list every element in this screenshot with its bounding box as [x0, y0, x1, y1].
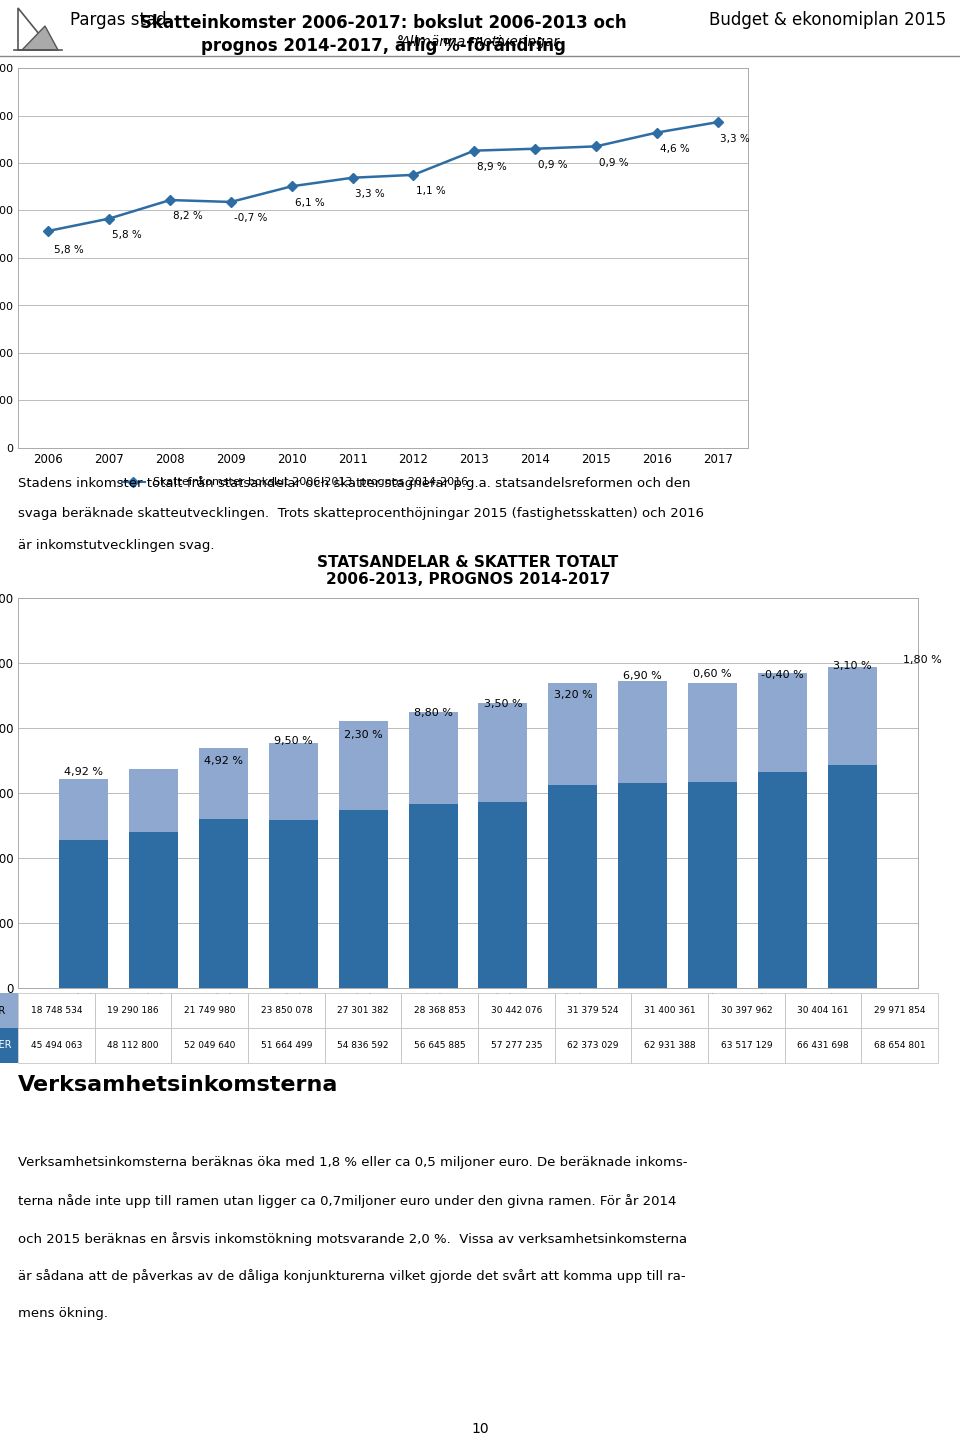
Title: Skatteinkomster 2006-2017: bokslut 2006-2013 och
prognos 2014-2017, årlig %-förä: Skatteinkomster 2006-2017: bokslut 2006-…: [140, 14, 626, 55]
Bar: [828, 667, 877, 765]
Text: och 2015 beräknas en årsvis inkomstökning motsvarande 2,0 %.  Vissa av verksamhe: och 2015 beräknas en årsvis inkomstöknin…: [18, 1232, 687, 1246]
Bar: [548, 683, 597, 786]
Bar: [269, 820, 318, 988]
Bar: [688, 683, 737, 781]
Bar: [129, 832, 178, 988]
Text: 6,1 %: 6,1 %: [295, 198, 324, 208]
Text: 4,6 %: 4,6 %: [660, 144, 689, 155]
Text: Stadens inkomster totalt från statsandelar och skatter stagnerar p.g.a. statsand: Stadens inkomster totalt från statsandel…: [18, 477, 690, 490]
Text: är inkomstutvecklingen svag.: är inkomstutvecklingen svag.: [18, 539, 214, 552]
Bar: [758, 673, 807, 773]
Text: 3,10 %: 3,10 %: [833, 661, 872, 670]
Text: Pargas stad: Pargas stad: [70, 12, 167, 29]
Text: 8,2 %: 8,2 %: [173, 211, 203, 221]
Text: 9,50 %: 9,50 %: [274, 735, 313, 745]
Text: 3,3 %: 3,3 %: [720, 134, 750, 143]
Text: 1,1 %: 1,1 %: [417, 186, 446, 196]
Bar: [478, 703, 527, 801]
Bar: [199, 748, 248, 819]
Text: 10: 10: [471, 1422, 489, 1435]
Text: Budget & ekonomiplan 2015: Budget & ekonomiplan 2015: [708, 12, 946, 29]
Text: mens ökning.: mens ökning.: [18, 1307, 108, 1320]
Bar: [339, 721, 388, 810]
Text: 6,90 %: 6,90 %: [623, 670, 662, 680]
Polygon shape: [22, 26, 58, 51]
Text: 3,3 %: 3,3 %: [355, 189, 385, 199]
Bar: [129, 770, 178, 832]
Text: terna nåde inte upp till ramen utan ligger ca 0,7miljoner euro under den givna r: terna nåde inte upp till ramen utan ligg…: [18, 1194, 677, 1207]
Bar: [409, 804, 458, 988]
Title: STATSANDELAR & SKATTER TOTALT
2006-2013, PROGNOS 2014-2017: STATSANDELAR & SKATTER TOTALT 2006-2013,…: [318, 554, 618, 588]
Text: 3,50 %: 3,50 %: [484, 699, 522, 709]
Text: 0,60 %: 0,60 %: [693, 669, 732, 679]
Bar: [199, 819, 248, 988]
Bar: [828, 765, 877, 988]
Bar: [478, 801, 527, 988]
Text: 1,80 %: 1,80 %: [903, 656, 942, 664]
Legend: Skatteinkomster bokslut 2006-2013, prognos 2014-2016: Skatteinkomster bokslut 2006-2013, progn…: [118, 474, 473, 492]
Bar: [618, 682, 667, 784]
Bar: [688, 781, 737, 988]
Text: 5,8 %: 5,8 %: [112, 230, 142, 240]
Bar: [339, 810, 388, 988]
Polygon shape: [18, 9, 52, 51]
Text: 5,8 %: 5,8 %: [54, 245, 84, 256]
Text: 8,80 %: 8,80 %: [414, 709, 452, 719]
Text: 0,9 %: 0,9 %: [599, 157, 628, 168]
Bar: [758, 773, 807, 988]
Text: Verksamhetsinkomsterna: Verksamhetsinkomsterna: [18, 1074, 338, 1095]
Text: 8,9 %: 8,9 %: [477, 162, 507, 172]
Text: 3,20 %: 3,20 %: [554, 690, 592, 700]
Text: -0,40 %: -0,40 %: [761, 670, 804, 680]
Bar: [548, 786, 597, 988]
Text: 2,30 %: 2,30 %: [344, 731, 382, 739]
Bar: [59, 840, 108, 988]
Text: svaga beräknade skatteutvecklingen.  Trots skatteprocenthöjningar 2015 (fastighe: svaga beräknade skatteutvecklingen. Trot…: [18, 507, 704, 520]
Bar: [618, 784, 667, 988]
Text: 0,9 %: 0,9 %: [538, 160, 567, 170]
Bar: [59, 780, 108, 840]
Bar: [269, 742, 318, 820]
Text: -0,7 %: -0,7 %: [233, 214, 267, 224]
Text: 4,92 %: 4,92 %: [64, 767, 103, 777]
Text: är sådana att de påverkas av de dåliga konjunkturerna vilket gjorde det svårt at: är sådana att de påverkas av de dåliga k…: [18, 1269, 685, 1284]
Bar: [409, 712, 458, 804]
Text: 4,92 %: 4,92 %: [204, 757, 243, 767]
Text: Allmänna motiveringar: Allmänna motiveringar: [400, 35, 560, 49]
Text: Verksamhetsinkomsterna beräknas öka med 1,8 % eller ca 0,5 miljoner euro. De ber: Verksamhetsinkomsterna beräknas öka med …: [18, 1157, 687, 1170]
